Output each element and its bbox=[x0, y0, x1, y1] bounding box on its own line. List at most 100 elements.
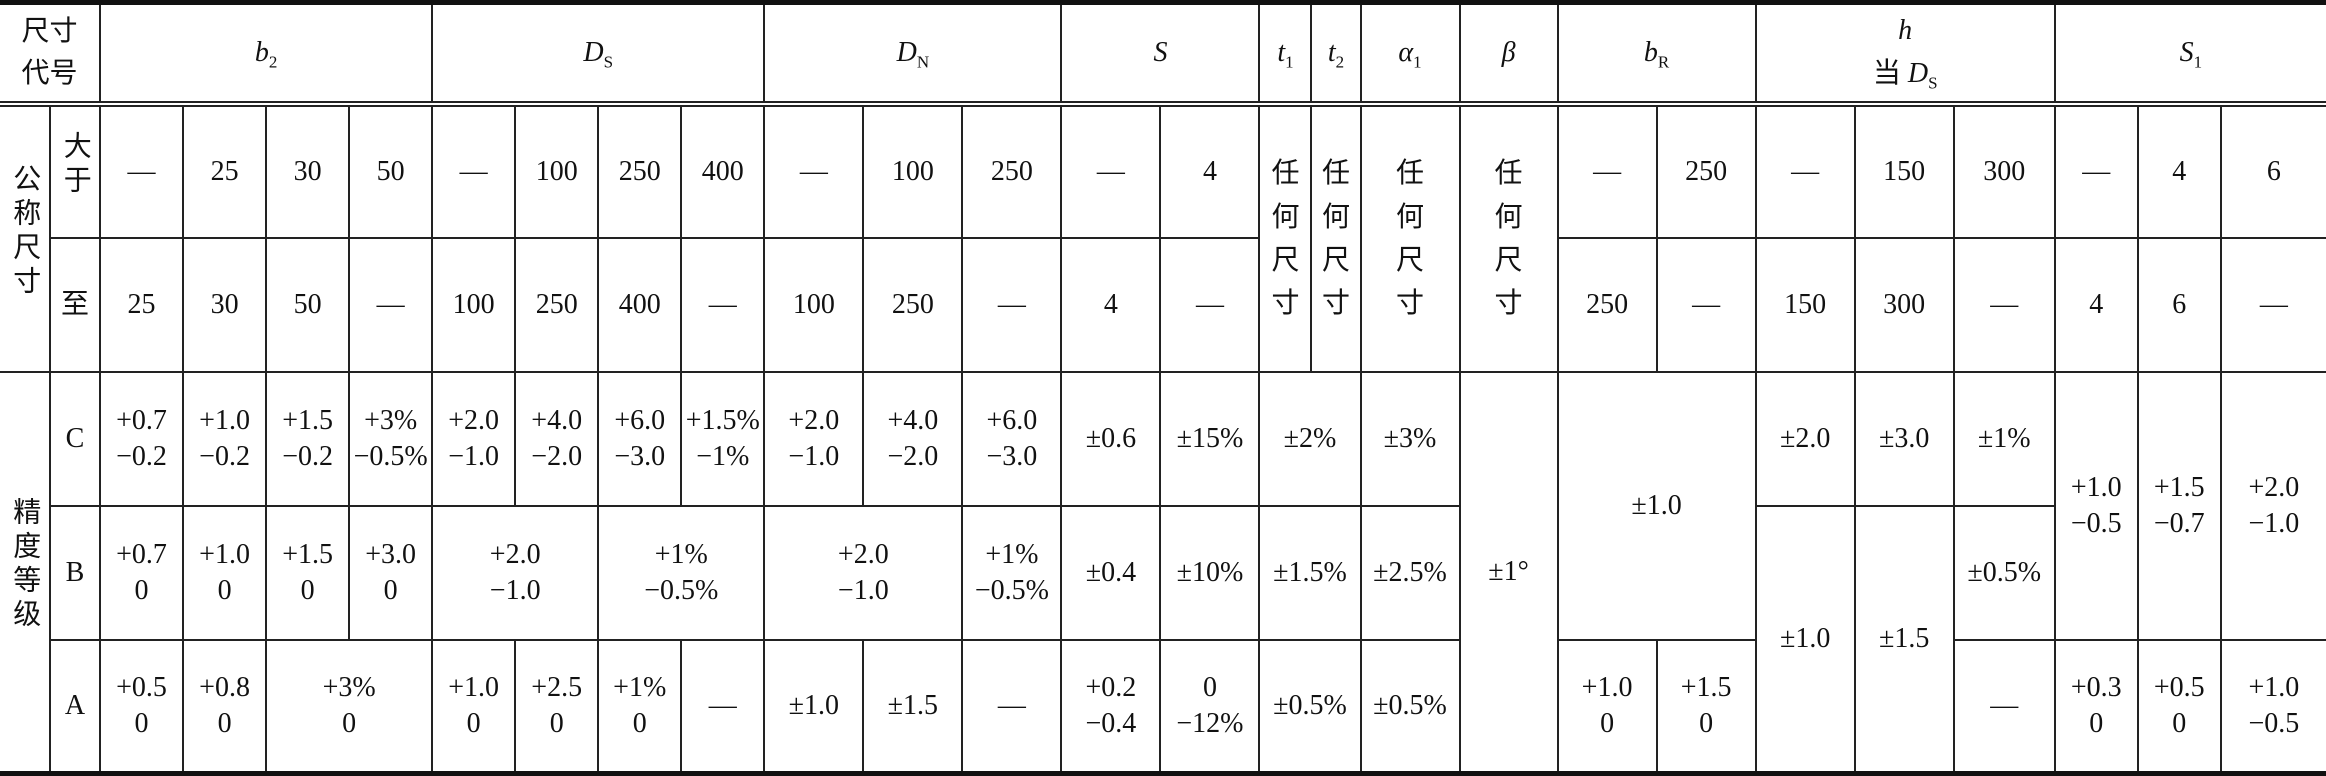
grade-c-value: +2.0 −1.0 bbox=[763, 371, 865, 507]
grade-b: B bbox=[50, 505, 102, 641]
nominal-size-cell: 公称尺寸 bbox=[0, 103, 52, 373]
grade-c-value: +6.0 −3.0 bbox=[961, 371, 1063, 507]
grade-c-value: ±1.0 bbox=[1556, 371, 1757, 641]
over-value: — bbox=[2053, 103, 2139, 239]
grade-b-value: +0.7 0 bbox=[99, 505, 185, 641]
any-size-t1: 任 何 尺 寸 bbox=[1271, 158, 1300, 320]
grade-a-value: +0.5 0 bbox=[99, 639, 185, 775]
grade-a-value: +0.8 0 bbox=[182, 639, 268, 775]
symbol-h: h bbox=[1898, 14, 1913, 46]
grade-a-value: +0.5 0 bbox=[2136, 639, 2222, 775]
grade-a-value: +3% 0 bbox=[265, 639, 434, 775]
grade-b-value: ±1.5% bbox=[1258, 505, 1362, 641]
over-value: 50 bbox=[348, 103, 434, 239]
grade-b-value: ±2.5% bbox=[1359, 505, 1461, 641]
grade-a-value: ±1.5 bbox=[862, 639, 964, 775]
grade-c-value: +1.5% −1% bbox=[680, 371, 766, 507]
to-label-cell: 至 bbox=[50, 237, 102, 373]
grade-c-value: +1.0 −0.5 bbox=[2053, 371, 2139, 641]
any-size-beta: 任 何 尺 寸 bbox=[1494, 158, 1523, 320]
grade-a-value: +1.5 0 bbox=[1655, 639, 1757, 775]
grade-c-value: +6.0 −3.0 bbox=[597, 371, 683, 507]
header-code: 尺寸代号 bbox=[0, 2, 102, 107]
grade-c-value: +0.7 −0.2 bbox=[99, 371, 185, 507]
to-value: — bbox=[1952, 237, 2056, 373]
table-row: A +0.5 0 +0.8 0 +3% 0 +1.0 0 +2.5 0 +1% 0— ±1.0… bbox=[0, 639, 2326, 775]
over-value: 300 bbox=[1952, 103, 2056, 239]
grade-b-value: ±0.4 bbox=[1060, 505, 1162, 641]
grade-c-value: +2.0 −1.0 bbox=[2219, 371, 2326, 641]
symbol-DN: DN bbox=[896, 36, 930, 72]
over-value: 4 bbox=[2136, 103, 2222, 239]
any-size-cell: 任 何 尺 寸 bbox=[1359, 103, 1461, 373]
over-value: 250 bbox=[961, 103, 1063, 239]
to-value: — bbox=[2219, 237, 2326, 373]
to-value: 25 bbox=[99, 237, 185, 373]
grade-a-value: ±0.5% bbox=[1258, 639, 1362, 775]
over-value: — bbox=[1060, 103, 1162, 239]
grade-a-value: ±1.0 bbox=[763, 639, 865, 775]
header-s: S bbox=[1060, 2, 1261, 107]
grade-b-value: +1% −0.5% bbox=[597, 505, 766, 641]
grade-a: A bbox=[50, 639, 102, 775]
to-value: 250 bbox=[514, 237, 600, 373]
nominal-size-label: 公称尺寸 bbox=[9, 164, 41, 301]
to-value: — bbox=[1655, 237, 1757, 373]
grade-c-value: ±1% bbox=[1952, 371, 2056, 507]
grade-b-value: ±0.5% bbox=[1952, 505, 2055, 641]
to-value: 100 bbox=[431, 237, 517, 373]
to-value: 250 bbox=[1556, 237, 1658, 373]
grade-a-value: +1% 0 bbox=[597, 639, 683, 775]
over-value: 250 bbox=[1655, 103, 1757, 239]
grade-b-value: +1.0 0 bbox=[182, 505, 268, 641]
grade-b-value: ±10% bbox=[1159, 505, 1261, 641]
to-value: 6 bbox=[2136, 237, 2222, 373]
header-t2: t2 bbox=[1310, 2, 1362, 107]
grade-c-value: +4.0 −2.0 bbox=[862, 371, 964, 507]
over-value: 30 bbox=[265, 103, 351, 239]
over-value: 100 bbox=[514, 103, 600, 239]
grade-b-value: +1.5 0 bbox=[265, 505, 351, 641]
grade-b-value: +2.0 −1.0 bbox=[763, 505, 964, 641]
to-value: — bbox=[961, 237, 1063, 373]
over-value: 150 bbox=[1853, 103, 1955, 239]
over-value: 4 bbox=[1159, 103, 1261, 239]
grade-b-value: +3.0 0 bbox=[348, 505, 434, 641]
any-size-t2: 任 何 尺 寸 bbox=[1321, 158, 1350, 320]
grade-a-value: — bbox=[1952, 639, 2056, 775]
to-value: 250 bbox=[862, 237, 964, 373]
table-row: 公称尺寸 大于 —25 30 50—100 250 400—100 250—4 任 何 尺 寸任… bbox=[0, 103, 2326, 373]
header-beta: β bbox=[1458, 2, 1559, 107]
symbol-a1: α1 bbox=[1398, 36, 1422, 72]
symbol-S1: S1 bbox=[2179, 36, 2203, 72]
grade-a-value: +1.0 −0.5 bbox=[2219, 639, 2326, 775]
to-value: 4 bbox=[1060, 237, 1162, 373]
symbol-h-ds: DS bbox=[1907, 58, 1938, 93]
header-br: bR bbox=[1556, 2, 1757, 107]
to-value: 300 bbox=[1853, 237, 1955, 373]
over-value: 25 bbox=[182, 103, 268, 239]
grade-b-value: +1% −0.5% bbox=[961, 505, 1063, 641]
over-label: 大于 bbox=[59, 131, 91, 200]
grade-c: C bbox=[49, 371, 102, 507]
header-ds: DS bbox=[431, 2, 766, 107]
header-t1: t1 bbox=[1258, 2, 1313, 107]
symbol-S: S bbox=[1153, 36, 1168, 68]
grade-c-value: ±3% bbox=[1359, 371, 1461, 507]
over-value: 250 bbox=[597, 103, 683, 239]
header-s1: S1 bbox=[2053, 2, 2326, 107]
over-value: — bbox=[1556, 103, 1658, 239]
grade-c-value: ±2.0 bbox=[1754, 371, 1856, 507]
grade-c-value: ±15% bbox=[1159, 371, 1261, 507]
any-size-cell: 任 何 尺 寸 bbox=[1258, 103, 1313, 373]
grade-a-value: ±0.5% bbox=[1359, 639, 1461, 775]
grade-c-value: ±1° bbox=[1458, 371, 1559, 775]
grade-a-value: +0.3 0 bbox=[2053, 639, 2139, 775]
symbol-t2: t2 bbox=[1327, 36, 1345, 72]
over-value: — bbox=[763, 103, 865, 239]
any-size-alpha1: 任 何 尺 寸 bbox=[1396, 158, 1425, 320]
grade-b-value: ±1.0 bbox=[1754, 505, 1856, 775]
grade-c-value: +1.5 −0.7 bbox=[2136, 371, 2222, 641]
to-value: 400 bbox=[597, 237, 683, 373]
